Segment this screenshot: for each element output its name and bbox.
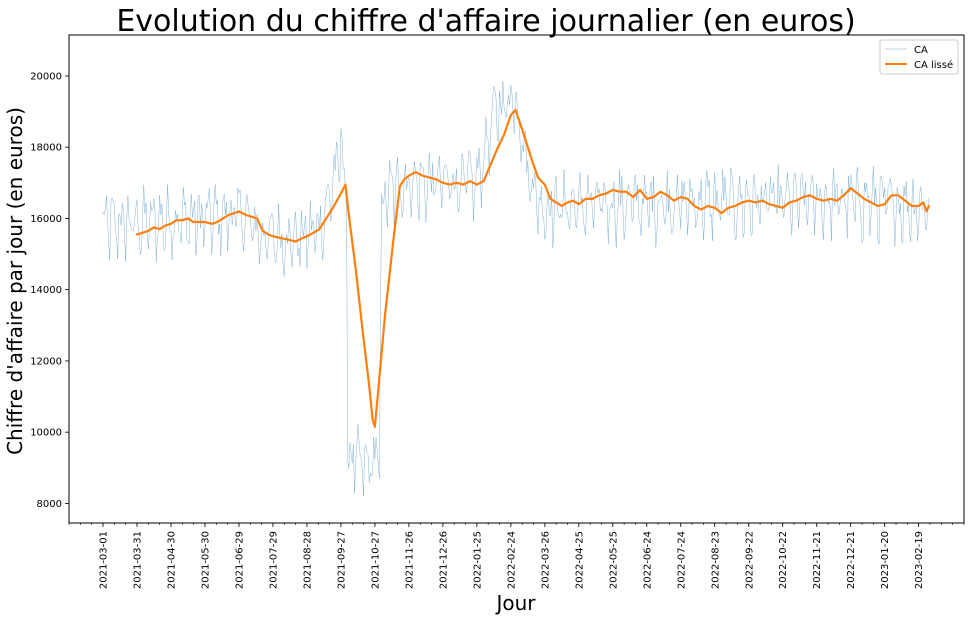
series-line-ca <box>102 81 930 496</box>
plot-area <box>102 81 930 496</box>
x-tick-label: 2021-07-29 <box>268 531 279 589</box>
x-tick-label: 2022-06-24 <box>642 531 653 589</box>
x-tick-label: 2022-05-25 <box>608 531 619 589</box>
y-tick-label: 10000 <box>30 428 62 439</box>
y-tick-label: 14000 <box>30 285 62 296</box>
x-tick-label: 2022-01-25 <box>472 531 483 589</box>
chart-title: Evolution du chiffre d'affaire journalie… <box>116 4 855 39</box>
series-line-ca-lisse <box>135 108 930 428</box>
x-tick-label: 2022-08-23 <box>710 531 721 589</box>
x-tick-label: 2023-01-20 <box>880 531 891 589</box>
x-tick-label: 2021-11-26 <box>404 531 415 589</box>
x-tick-label: 2022-09-22 <box>744 531 755 589</box>
x-tick-label: 2022-03-26 <box>540 531 551 589</box>
x-tick-label: 2021-09-27 <box>336 531 347 589</box>
legend-label-ca: CA <box>914 45 928 56</box>
x-axis-label: Jour <box>494 591 536 615</box>
x-tick-label: 2021-03-31 <box>132 531 143 589</box>
x-tick-label: 2022-12-21 <box>846 531 857 589</box>
y-tick-label: 8000 <box>37 499 62 510</box>
x-axis: 2021-03-01 2021-03-31 2021-04-30 2021-05-30… <box>98 523 925 589</box>
legend-box <box>879 39 959 75</box>
x-tick-label: 2022-10-22 <box>778 531 789 589</box>
x-tick-label: 2021-12-26 <box>438 531 449 589</box>
x-tick-label: 2021-08-28 <box>302 531 313 589</box>
y-tick-label: 20000 <box>30 71 62 82</box>
x-tick-label: 2021-06-29 <box>234 531 245 589</box>
y-axis-label: Chiffre d'affaire par jour (en euros) <box>3 107 27 455</box>
y-tick-label: 12000 <box>30 356 62 367</box>
legend-label-ca-lisse: CA lissé <box>914 59 953 71</box>
x-tick-label: 2021-05-30 <box>200 531 211 589</box>
x-tick-label: 2022-02-24 <box>506 531 517 589</box>
y-tick-label: 18000 <box>30 143 62 154</box>
x-tick-label: 2021-03-01 <box>98 531 109 589</box>
plot-frame <box>68 34 965 524</box>
x-tick-label: 2022-11-21 <box>812 531 823 589</box>
x-tick-label: 2022-04-25 <box>574 531 585 589</box>
x-tick-label: 2021-04-30 <box>166 531 177 589</box>
legend: CA CA lissé <box>879 39 959 75</box>
y-tick-label: 16000 <box>30 214 62 225</box>
x-tick-label: 2023-02-19 <box>914 531 925 589</box>
y-axis: 8000 10000 12000 14000 16000 18000 20000 <box>30 71 69 510</box>
x-tick-label: 2022-07-24 <box>676 531 687 589</box>
x-tick-label: 2021-10-27 <box>370 531 381 589</box>
